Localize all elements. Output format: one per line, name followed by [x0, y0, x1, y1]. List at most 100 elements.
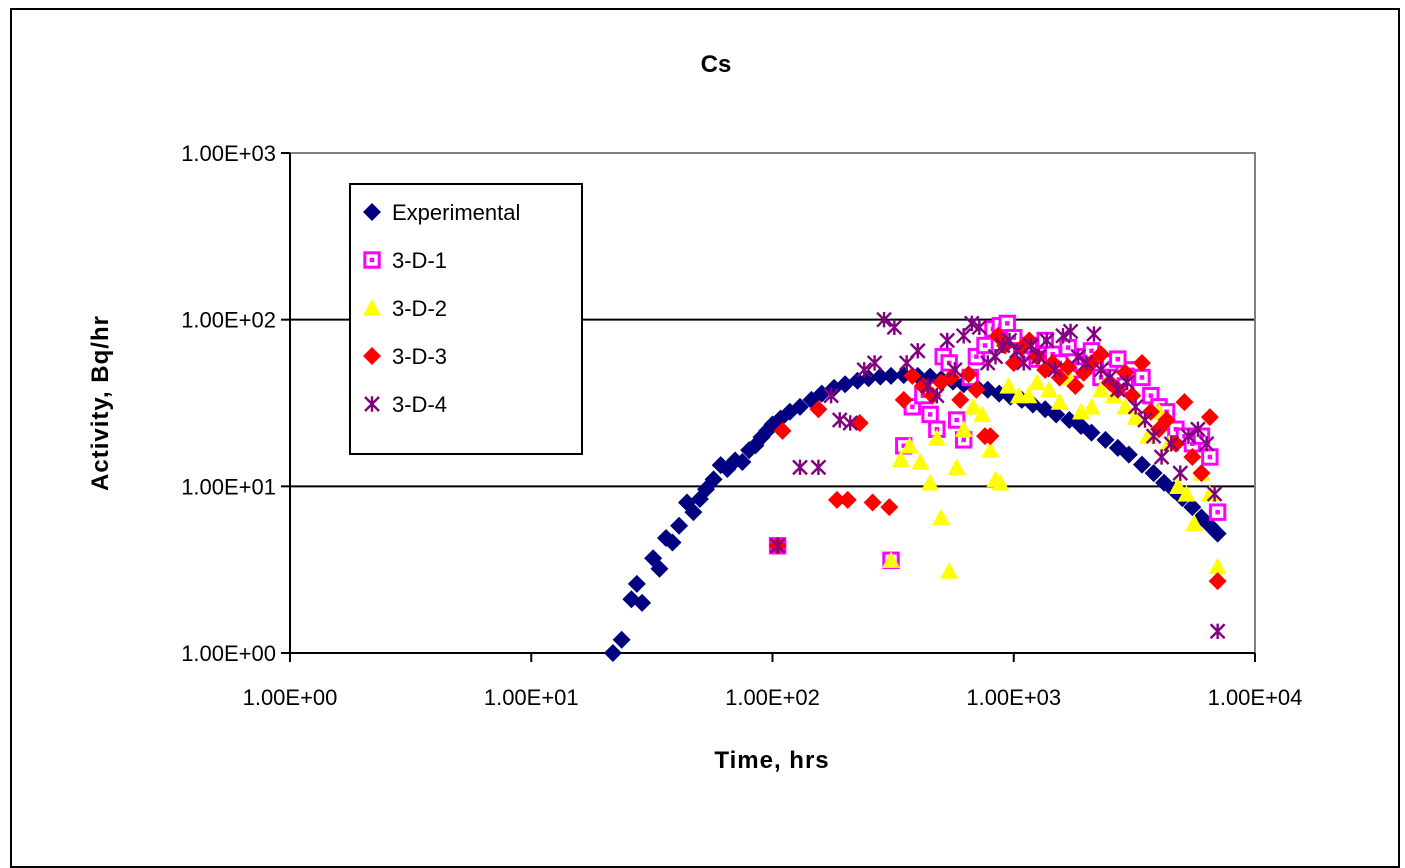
series-3-d-3	[768, 326, 1227, 591]
data-point	[900, 436, 919, 454]
data-point	[998, 314, 1016, 333]
x-tick-label: 1.00E+03	[966, 685, 1061, 710]
data-point	[947, 361, 963, 378]
data-point	[1208, 557, 1227, 575]
data-point	[842, 415, 859, 431]
data-point	[733, 452, 752, 471]
legend-label: Experimental	[392, 200, 520, 225]
data-point	[973, 405, 992, 423]
data-point	[1200, 408, 1219, 427]
legend-label: 3-D-3	[392, 344, 447, 369]
data-point	[1038, 332, 1055, 349]
y-tick-label: 1.00E+03	[181, 141, 276, 166]
legend-marker	[363, 347, 381, 365]
data-point	[1092, 380, 1111, 398]
data-point	[1208, 524, 1227, 543]
legend-marker	[363, 251, 381, 269]
data-point	[1190, 421, 1206, 438]
x-axis-label: Time, hrs	[714, 747, 829, 774]
data-point	[981, 427, 1000, 446]
data-point	[911, 452, 930, 470]
y-tick-label: 1.00E+01	[181, 474, 276, 499]
data-point	[921, 473, 940, 491]
data-point	[1047, 405, 1066, 424]
data-point	[1050, 393, 1069, 410]
data-point	[1116, 397, 1135, 415]
data-point	[939, 332, 956, 349]
data-point	[967, 380, 986, 399]
data-point	[909, 342, 926, 359]
data-point	[1208, 572, 1227, 591]
data-point	[1208, 503, 1227, 521]
data-points	[603, 311, 1227, 662]
data-point	[1082, 397, 1101, 415]
data-point	[1001, 332, 1018, 349]
data-point	[1119, 374, 1135, 391]
y-tick-label: 1.00E+00	[181, 641, 276, 666]
data-point	[1096, 430, 1115, 449]
x-tick-label: 1.00E+00	[243, 685, 338, 710]
legend-marker	[363, 299, 381, 316]
data-point	[1201, 448, 1219, 466]
data-point	[1132, 455, 1151, 474]
data-point	[940, 562, 959, 579]
data-point	[1028, 373, 1047, 391]
data-point	[838, 490, 857, 509]
data-point	[650, 559, 669, 578]
data-point	[827, 490, 846, 509]
data-point	[684, 503, 703, 522]
data-point	[1046, 361, 1063, 378]
legend-marker	[363, 203, 381, 221]
data-point	[1126, 408, 1145, 425]
data-point	[1153, 449, 1170, 465]
data-point	[880, 498, 899, 517]
data-point	[955, 327, 972, 344]
y-tick-label: 1.00E+02	[181, 308, 276, 333]
legend: Experimental 3-D-1 3-D-2 3-D-3 3-D-4	[349, 183, 583, 455]
data-point	[1082, 423, 1101, 442]
data-point	[927, 428, 946, 446]
data-point	[947, 411, 966, 429]
data-point	[863, 493, 882, 512]
data-point	[1071, 402, 1090, 420]
legend-item: 3-D-3	[363, 344, 447, 369]
data-point	[1086, 326, 1102, 342]
data-point	[1185, 514, 1204, 531]
data-point	[1055, 327, 1071, 344]
legend-item: 3-D-2	[363, 296, 447, 321]
data-point	[1183, 447, 1202, 466]
data-point	[999, 376, 1018, 394]
legend-label: 3-D-4	[392, 392, 447, 417]
data-point	[1183, 498, 1202, 517]
data-point	[991, 473, 1010, 491]
data-point	[1163, 435, 1180, 452]
data-point	[1144, 464, 1163, 483]
data-point	[1192, 464, 1211, 483]
data-point	[947, 458, 966, 475]
data-point	[810, 459, 827, 476]
data-point	[856, 361, 873, 378]
data-point	[1169, 477, 1188, 494]
data-point	[1133, 368, 1151, 387]
data-point	[1062, 323, 1079, 340]
legend-item: Experimental	[363, 200, 520, 225]
data-point	[1180, 428, 1197, 445]
data-point	[633, 593, 652, 612]
data-point	[882, 551, 901, 568]
data-point	[1132, 353, 1151, 372]
data-point	[612, 630, 631, 649]
data-point	[1157, 411, 1176, 430]
data-point	[929, 387, 945, 404]
data-point	[823, 387, 839, 404]
x-tick-label: 1.00E+04	[1208, 685, 1303, 710]
legend-box	[349, 183, 583, 455]
data-point	[663, 533, 682, 552]
data-point	[921, 405, 939, 424]
data-point	[1078, 355, 1095, 371]
axes: 1.00E+00 1.00E+01 1.00E+02 1.00E+03 1.00E+00…	[181, 141, 1302, 710]
data-point	[831, 412, 848, 428]
data-point	[1141, 402, 1160, 421]
data-point	[1109, 350, 1127, 368]
scatter-chart: Cs 1.00E+001.00E+011.00E+021.00E+031.00E…	[87, 51, 1302, 774]
y-axis-label: Activity, Bq/hr	[87, 315, 114, 491]
